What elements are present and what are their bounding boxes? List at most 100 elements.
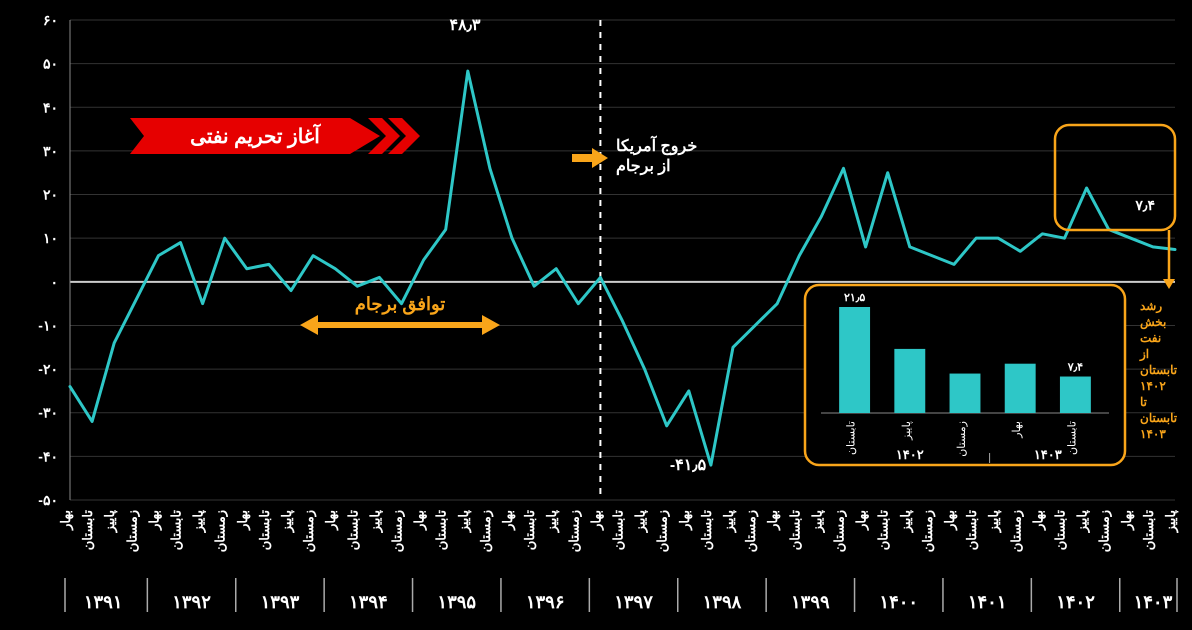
inset-year-label: ۱۴۰۳ <box>1034 447 1062 462</box>
season-label: بهار <box>677 510 693 531</box>
season-label: بهار <box>765 510 781 531</box>
chart-container: { "dims": {"width":1192,"height":630,"pl… <box>0 0 1192 630</box>
inset-side-label: ۱۴۰۲ <box>1140 379 1166 393</box>
y-tick-label: ۳۰ <box>43 143 58 159</box>
season-label: زمستان <box>832 510 848 552</box>
inset-side-label: بخش <box>1140 315 1166 330</box>
inset-season-label: پاییز <box>901 421 913 441</box>
season-label: تابستان <box>1053 510 1068 551</box>
year-label: ۱۴۰۰ <box>879 592 918 612</box>
y-tick-label: ۴۰ <box>43 99 58 115</box>
season-label: پاییز <box>279 510 295 534</box>
y-tick-label: -۲۰ <box>38 361 58 377</box>
season-label: زمستان <box>920 510 936 552</box>
y-tick-label: ۰ <box>50 274 58 290</box>
season-label: زمستان <box>743 510 759 552</box>
year-label: ۱۳۹۸ <box>703 592 742 612</box>
season-label: زمستان <box>124 510 140 552</box>
y-tick-label: -۵۰ <box>38 492 58 508</box>
year-label: ۱۴۰۱ <box>968 592 1007 612</box>
year-label: ۱۳۹۷ <box>614 592 653 612</box>
y-tick-label: -۳۰ <box>38 405 58 421</box>
year-label: ۱۳۹۵ <box>437 592 476 612</box>
season-label: بهار <box>942 510 958 531</box>
season-label: زمستان <box>655 510 671 552</box>
sanction-banner-label: آغاز تحریم نفتی <box>190 123 321 149</box>
season-label: تابستان <box>434 510 449 551</box>
jcpoa-label: توافق برجام <box>355 294 446 315</box>
season-label: پاییز <box>898 510 914 534</box>
inset-bar <box>894 349 925 413</box>
inset-side-label: ۱۴۰۳ <box>1140 427 1166 441</box>
season-label: پاییز <box>721 510 737 534</box>
chart-svg: -۵۰ -۴۰ -۳۰ -۲۰ -۱۰ ۰ ۱۰ ۲۰ ۳۰ ۴۰ ۵۰ ۶۰ بهار تابستان پ… <box>0 0 1192 630</box>
inset-bar-value: ۷٫۴ <box>1067 362 1083 374</box>
season-label: پاییز <box>456 510 472 534</box>
y-tick-label: -۱۰ <box>38 317 58 333</box>
season-label: بهار <box>1119 510 1135 531</box>
season-label: زمستان <box>301 510 317 552</box>
season-label: بهار <box>412 510 428 531</box>
inset-side-label: از <box>1139 347 1149 362</box>
y-tick-label: ۲۰ <box>43 187 58 203</box>
inset-bar <box>1060 377 1091 413</box>
season-label: پاییز <box>367 510 383 534</box>
us-exit-label: از برجام <box>616 158 671 176</box>
inset-bar-value: ۲۱٫۵ <box>844 292 865 304</box>
season-label: بهار <box>146 510 162 531</box>
inset-bar <box>839 307 870 413</box>
season-label: تابستان <box>611 510 626 551</box>
year-label: ۱۳۹۴ <box>349 592 388 612</box>
inset-side-label: تا <box>1140 395 1148 409</box>
inset-season-label: زمستان <box>956 421 968 457</box>
inset-bar <box>950 374 981 413</box>
season-label: زمستان <box>390 510 406 552</box>
inset-side-label: رشد <box>1140 299 1162 314</box>
year-label: ۱۳۹۶ <box>526 592 565 612</box>
inset-year-label: ۱۴۰۲ <box>896 447 924 462</box>
season-label: پاییز <box>986 510 1002 534</box>
inset-season-label: بهار <box>1011 421 1023 439</box>
peak-value: ۴۸٫۳ <box>450 17 481 34</box>
year-label: ۱۳۹۲ <box>172 592 211 612</box>
season-label: بهار <box>323 510 339 531</box>
season-label: تابستان <box>80 510 95 551</box>
season-label: زمستان <box>1097 510 1113 552</box>
year-label: ۱۳۹۹ <box>791 592 830 612</box>
season-label: پاییز <box>1163 510 1179 534</box>
season-label: تابستان <box>522 510 537 551</box>
end-value: ۷٫۴ <box>1134 197 1155 213</box>
year-label: ۱۴۰۲ <box>1056 592 1095 612</box>
year-label: ۱۳۹۱ <box>84 592 123 612</box>
season-label: پاییز <box>1075 510 1091 534</box>
season-label: پاییز <box>633 510 649 534</box>
inset-side-label: تابستان <box>1140 363 1178 377</box>
y-tick-label: ۱۰ <box>43 230 58 246</box>
inset-season-label: تابستان <box>1066 421 1078 455</box>
season-label: بهار <box>854 510 870 531</box>
season-label: تابستان <box>787 510 802 551</box>
year-label: ۱۴۰۳ <box>1134 592 1173 612</box>
season-label: تابستان <box>964 510 979 551</box>
inset-bar <box>1005 364 1036 413</box>
y-tick-label: ۶۰ <box>43 12 58 28</box>
season-label: زمستان <box>566 510 582 552</box>
season-label: تابستان <box>169 510 184 551</box>
season-label: بهار <box>1030 510 1046 531</box>
season-label: تابستان <box>699 510 714 551</box>
y-tick-label: ۵۰ <box>43 56 58 72</box>
season-label: پاییز <box>544 510 560 534</box>
season-label: بهار <box>588 510 604 531</box>
season-label: پاییز <box>191 510 207 534</box>
year-label: ۱۳۹۳ <box>261 592 300 612</box>
season-label: تابستان <box>876 510 891 551</box>
season-label: تابستان <box>345 510 360 551</box>
y-tick-label: -۴۰ <box>38 448 58 464</box>
inset-season-label: تابستان <box>846 421 858 455</box>
season-label: تابستان <box>257 510 272 551</box>
us-exit-label: خروج آمریکا <box>616 134 697 156</box>
season-label: زمستان <box>478 510 494 552</box>
trough-value: -۴۱٫۵ <box>670 457 707 474</box>
season-label: پاییز <box>102 510 118 534</box>
inset-side-label: نفت <box>1140 331 1161 345</box>
